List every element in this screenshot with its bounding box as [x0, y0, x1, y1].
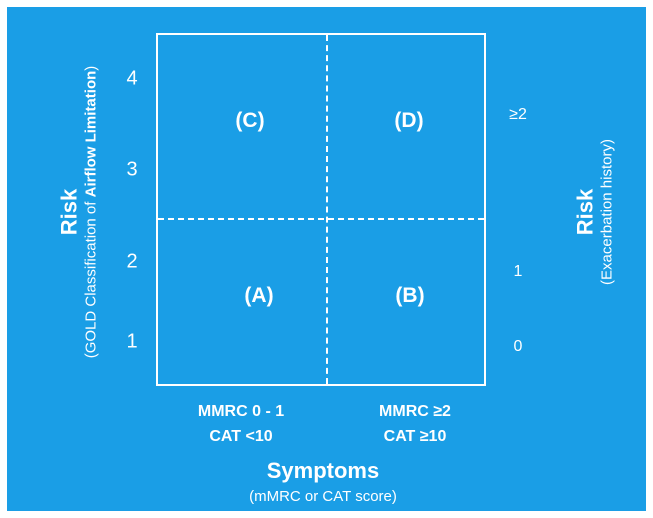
horizontal-divider: [158, 218, 484, 220]
left-axis-title-main: Risk: [56, 188, 82, 236]
vertical-divider: [326, 35, 328, 384]
right-axis-subtitle: (Exacerbation history): [598, 139, 616, 285]
quadrant-d-label: (D): [394, 109, 424, 132]
left-tick-3: 3: [126, 158, 138, 181]
mmrc-low-label: MMRC 0 - 1: [197, 403, 285, 420]
cat-high-label: CAT ≥10: [383, 428, 447, 445]
quadrant-grid: [156, 33, 486, 386]
right-axis-title-main: Risk: [572, 188, 598, 236]
bottom-axis-title: Symptoms: [266, 458, 380, 483]
mmrc-high-label: MMRC ≥2: [379, 403, 451, 420]
symptom-column-high: MMRC ≥2 CAT ≥10: [379, 399, 451, 449]
right-axis-title: Risk (Exacerbation history): [573, 139, 616, 285]
quadrant-b-label: (B): [395, 284, 425, 307]
right-tick-1: 1: [513, 263, 523, 280]
left-tick-2: 2: [126, 250, 138, 273]
right-tick-2plus: ≥2: [509, 106, 527, 123]
quadrant-c-label: (C): [235, 109, 265, 132]
symptom-column-low: MMRC 0 - 1 CAT <10: [198, 399, 284, 449]
bottom-axis-subtitle: (mMRC or CAT score): [249, 488, 397, 505]
cat-low-label: CAT <10: [209, 428, 273, 445]
left-tick-1: 1: [126, 330, 138, 353]
left-tick-4: 4: [126, 67, 138, 90]
left-axis-title: Risk (GOLD Classification of Airflow Lim…: [57, 66, 100, 359]
right-tick-0: 0: [513, 338, 523, 355]
left-axis-subtitle: (GOLD Classification of Airflow Limitati…: [82, 65, 100, 359]
quadrant-a-label: (A): [244, 284, 274, 307]
